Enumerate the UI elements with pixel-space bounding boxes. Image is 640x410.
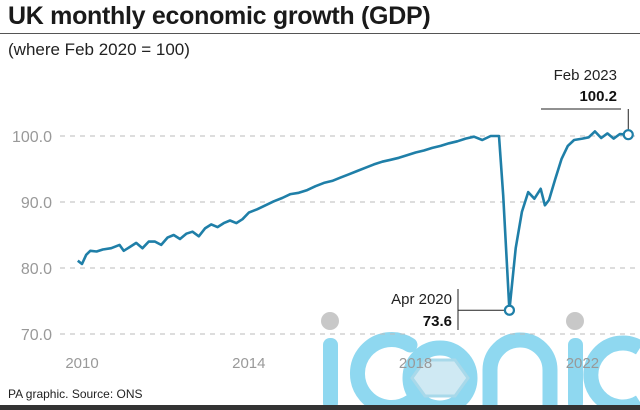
annotation-date-feb-2023: Feb 2023 <box>554 67 617 84</box>
watermark-dot <box>321 312 339 330</box>
x-tick-label: 2018 <box>399 355 432 372</box>
iconic-watermark <box>321 312 640 410</box>
watermark-dot <box>566 312 584 330</box>
chart-subtitle: (where Feb 2020 = 100) <box>8 40 190 59</box>
y-tick-label: 80.0 <box>21 261 52 278</box>
watermark-i <box>323 338 338 410</box>
watermark-i <box>568 338 583 410</box>
point-marker-feb-2023 <box>622 129 634 141</box>
y-axis-ticks: 70.0 80.0 90.0 100.0 <box>12 129 52 344</box>
source-note: PA graphic. Source: ONS <box>8 387 143 401</box>
annotation-value-apr-2020: 73.6 <box>423 313 452 330</box>
x-tick-label: 2014 <box>232 355 265 372</box>
watermark-c <box>350 332 418 410</box>
annotations: Apr 2020 73.6 Feb 2023 100.2 <box>391 67 634 330</box>
x-axis-ticks: 2010 2014 2018 2022 <box>65 355 599 372</box>
x-tick-label: 2022 <box>566 355 599 372</box>
y-tick-label: 70.0 <box>21 327 52 344</box>
gridlines <box>60 135 640 335</box>
watermark-c <box>583 335 640 410</box>
annotation-date-apr-2020: Apr 2020 <box>391 291 452 308</box>
y-tick-label: 90.0 <box>21 195 52 212</box>
x-tick-label: 2010 <box>65 355 98 372</box>
watermark-n <box>482 332 558 410</box>
y-tick-label: 100.0 <box>12 129 52 146</box>
watermark-hexagon <box>410 358 470 398</box>
series-layer <box>76 130 629 312</box>
point-marker-apr-2020 <box>503 304 516 316</box>
chart-title: UK monthly economic growth (GDP) <box>8 2 431 30</box>
series-line-gdp <box>76 130 629 312</box>
title-divider <box>0 33 640 34</box>
bottom-rule <box>0 405 640 410</box>
annotation-value-feb-2023: 100.2 <box>579 88 617 105</box>
